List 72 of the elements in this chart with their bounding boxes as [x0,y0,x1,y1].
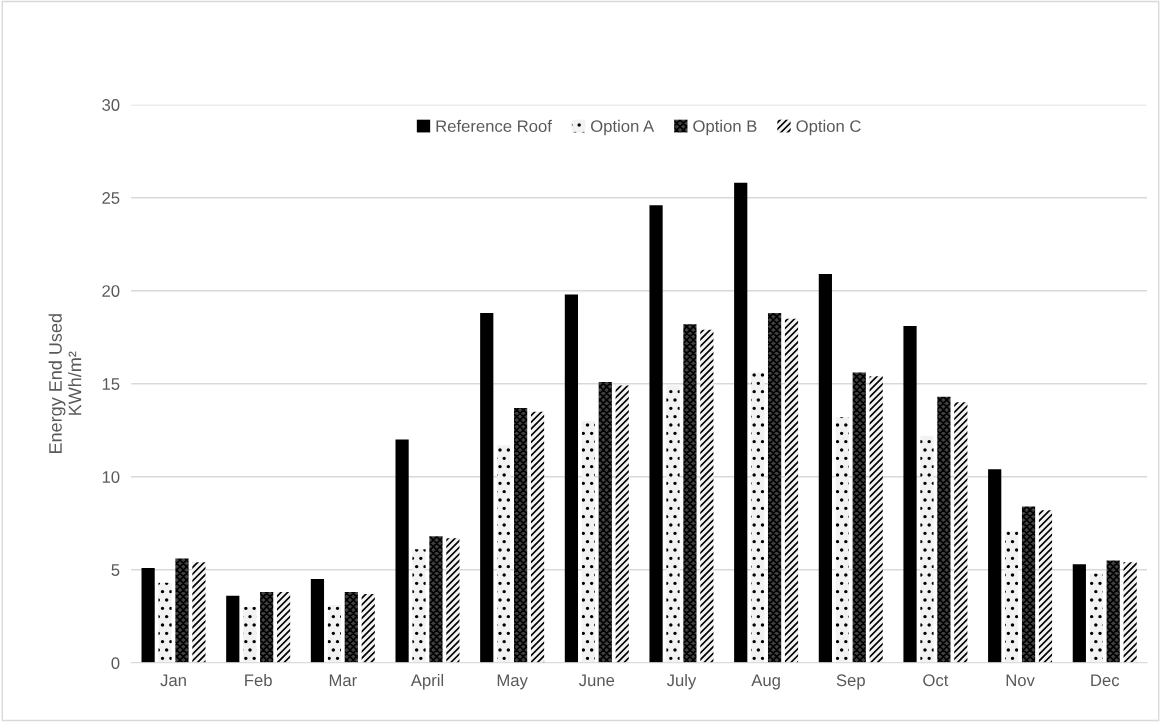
bar [514,407,528,663]
bar [1123,562,1137,663]
bar [141,567,155,663]
x-tick-label: June [578,674,615,687]
y-tick-label: 10 [102,471,120,483]
bar [784,318,799,663]
bar [564,294,579,663]
legend-label: Reference Roof [436,119,552,133]
bar [429,536,443,663]
bar [1072,564,1086,663]
bar [751,372,765,663]
bar [920,435,934,663]
bar [1089,573,1103,663]
x-tick-label: July [666,673,697,690]
bar [869,376,883,663]
y-tick-label: 25 [102,192,120,204]
bar [1021,506,1036,663]
bar [310,579,325,663]
legend-label: Option B [693,119,757,136]
y-tick-label: 30 [102,99,120,111]
bar [480,313,494,663]
bar [835,417,849,663]
y-tick-label: 5 [111,564,120,576]
bar [649,205,663,663]
x-tick-label: Nov [1006,674,1035,687]
legend-label: Option A [591,119,655,136]
y-tick-label: 15 [102,378,120,390]
bar [700,329,714,663]
bar [954,402,968,663]
bar [988,469,1002,663]
bar [497,445,511,663]
legend-label: Option C [796,119,861,136]
bar [175,558,189,663]
bar [1106,560,1120,663]
bar [361,593,375,663]
y-axis-title: Energy End Used KWh/m² [48,314,82,454]
x-tick-label: May [497,674,528,690]
bar [598,381,612,663]
bar [852,372,866,663]
bar [818,273,832,663]
x-tick-label: Dec [1091,674,1120,687]
bar [327,605,341,663]
x-tick-label: Feb [245,673,272,687]
x-tick-label: Aug [751,674,780,690]
x-tick-label: Jan [160,674,186,687]
bar [530,411,545,663]
bar [615,385,629,663]
x-tick-label: Sep [836,674,865,690]
bar [937,396,951,663]
bar [158,582,172,663]
bar [260,592,274,663]
bar [767,313,782,663]
bar [192,562,206,663]
bar [581,420,595,663]
bar [446,538,460,663]
bar [344,592,358,663]
x-tick-label: April [410,673,444,690]
x-tick-label: Mar [329,674,357,687]
bar [412,549,426,663]
bar [243,606,257,663]
bar [1005,530,1019,663]
bar [226,595,240,663]
y-tick-label: 20 [102,285,120,297]
bar [1038,510,1053,663]
x-tick-label: Oct [923,674,949,687]
bar [903,326,917,663]
bar [683,324,697,663]
bar [395,439,409,663]
bar [734,182,748,663]
y-tick-label: 0 [111,657,120,669]
bar [666,385,680,663]
bar [276,592,291,663]
